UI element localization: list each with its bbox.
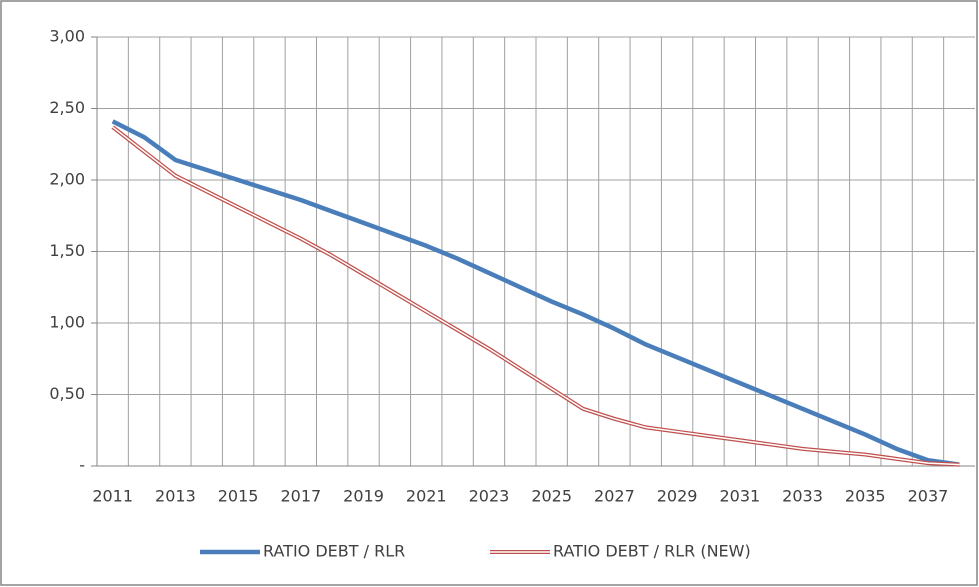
y-tick-label: - bbox=[79, 456, 85, 475]
series-line bbox=[111, 119, 960, 467]
x-tick-label: 2015 bbox=[218, 487, 259, 506]
x-tick-label: 2025 bbox=[531, 487, 572, 506]
y-tick-label: 1,50 bbox=[49, 241, 85, 260]
legend-label: RATIO DEBT / RLR bbox=[263, 542, 405, 561]
x-tick-label: 2011 bbox=[92, 487, 133, 506]
x-tick-label: 2023 bbox=[469, 487, 510, 506]
x-tick-label: 2027 bbox=[594, 487, 635, 506]
legend-label: RATIO DEBT / RLR (NEW) bbox=[553, 542, 751, 561]
y-tick-label: 0,50 bbox=[49, 384, 85, 403]
x-tick-label: 2021 bbox=[406, 487, 447, 506]
x-tick-label: 2017 bbox=[280, 487, 321, 506]
y-tick-label: 2,50 bbox=[49, 98, 85, 117]
y-tick-label: 2,00 bbox=[49, 170, 85, 189]
y-tick-label: 1,00 bbox=[49, 313, 85, 332]
series-line-inner bbox=[112, 126, 960, 466]
x-tick-label: 2035 bbox=[845, 487, 886, 506]
x-tick-label: 2031 bbox=[719, 487, 760, 506]
x-tick-label: 2033 bbox=[782, 487, 823, 506]
x-tick-label: 2019 bbox=[343, 487, 384, 506]
x-tick-label: 2029 bbox=[657, 487, 698, 506]
x-tick-label: 2037 bbox=[908, 487, 949, 506]
y-tick-label: 3,00 bbox=[49, 27, 85, 46]
x-tick-label: 2013 bbox=[155, 487, 196, 506]
